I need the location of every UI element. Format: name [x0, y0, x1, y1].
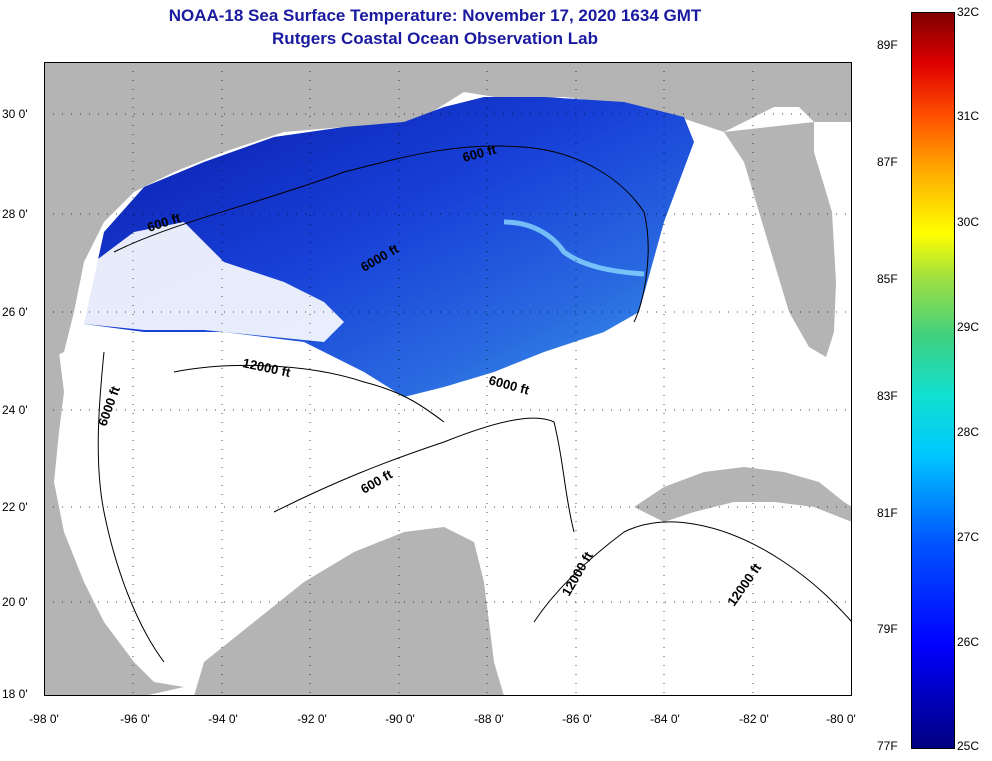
colorbar-fahrenheit-label: 83F	[877, 389, 898, 403]
sst-map: 600 ft 600 ft 6000 ft 12000 ft 6000 ft 6…	[44, 62, 852, 696]
lon-label: -94 0'	[208, 712, 238, 726]
colorbar-fahrenheit-label: 79F	[877, 622, 898, 636]
land-us-gulf-coast	[44, 62, 852, 362]
lon-label: -82 0'	[739, 712, 769, 726]
colorbar-celsius-label: 28C	[957, 425, 980, 439]
colorbar-fahrenheit-label: 85F	[877, 272, 898, 286]
lon-label: -80 0'	[826, 712, 856, 726]
colorbar-celsius-label: 32C	[957, 5, 980, 19]
map-title: NOAA-18 Sea Surface Temperature: Novembe…	[168, 6, 702, 25]
colorbar-celsius-label: 30C	[957, 215, 980, 229]
contour-12000ft-east	[533, 521, 852, 623]
warm-filament	[503, 219, 645, 277]
lon-label: -88 0'	[474, 712, 504, 726]
lat-label: 28 0'	[2, 207, 28, 221]
colorbar-fahrenheit-label: 87F	[877, 155, 898, 169]
lat-label: 18 0'	[2, 687, 28, 701]
colorbar-celsius-label: 31C	[957, 109, 980, 123]
lon-label: -98 0'	[29, 712, 59, 726]
colorbar-celsius-label: 27C	[957, 530, 980, 544]
lat-label: 26 0'	[2, 305, 28, 319]
contour-12000ft	[173, 364, 445, 423]
lon-label: -90 0'	[385, 712, 415, 726]
colorbar-fahrenheit-label: 81F	[877, 506, 898, 520]
map-subtitle: Rutgers Coastal Ocean Observation Lab	[272, 29, 598, 48]
land-yucatan	[194, 527, 504, 696]
lat-label: 24 0'	[2, 403, 28, 417]
lat-label: 22 0'	[2, 500, 28, 514]
lat-label: 30 0'	[2, 107, 28, 121]
colorbar-celsius-label: 25C	[957, 739, 980, 753]
land-florida	[724, 122, 836, 357]
contour-600ft-yucatan	[273, 417, 575, 533]
map-frame	[44, 62, 852, 696]
contour-6000ft	[97, 351, 165, 663]
land-cuba	[634, 467, 852, 522]
lat-label: 20 0'	[2, 595, 28, 609]
colorbar-celsius-label: 26C	[957, 635, 980, 649]
colorbar-celsius-label: 29C	[957, 320, 980, 334]
land-mexico	[44, 352, 184, 696]
lon-label: -96 0'	[120, 712, 150, 726]
colorbar-fahrenheit-label: 89F	[877, 38, 898, 52]
lon-label: -92 0'	[297, 712, 327, 726]
lon-label: -86 0'	[562, 712, 592, 726]
temperature-colorbar	[911, 12, 955, 749]
contour-600ft	[113, 145, 649, 323]
colorbar-fahrenheit-label: 77F	[877, 739, 898, 753]
lon-label: -84 0'	[650, 712, 680, 726]
